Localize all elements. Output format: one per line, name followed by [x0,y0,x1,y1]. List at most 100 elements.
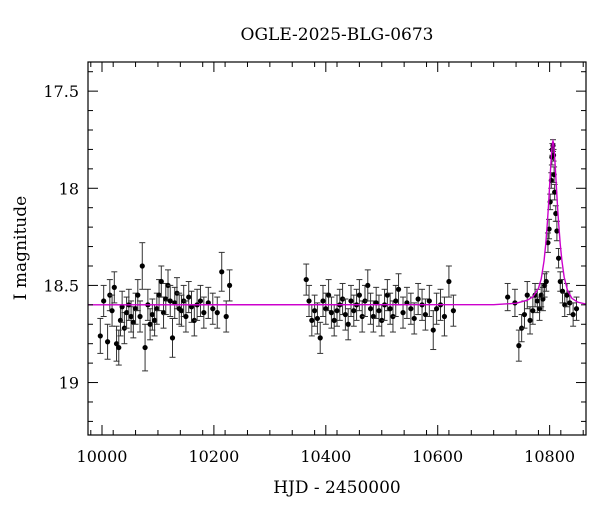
data-marker [400,310,406,316]
data-point-15 [132,292,139,325]
data-marker [109,308,115,314]
data-point-18 [139,242,146,290]
data-point-98 [504,282,511,312]
data-point-87 [411,302,418,335]
data-marker [158,278,164,285]
data-point-100 [515,329,522,362]
data-point-76 [375,294,382,327]
data-marker [546,226,552,232]
data-marker [534,298,540,304]
data-marker [527,317,533,323]
chart-title: OGLE-2025-BLG-0673 [241,25,434,45]
x-tick-label: 10200 [188,447,239,466]
data-point-61 [334,294,340,327]
data-marker [408,306,414,312]
y-axis-label: I magnitude [11,196,31,300]
data-marker [178,308,185,314]
data-marker [426,298,432,304]
y-tick-label: 18.5 [43,276,79,295]
data-marker [434,306,440,312]
data-marker [559,288,566,294]
data-marker [201,310,207,316]
data-marker [334,308,340,314]
data-marker [555,255,562,261]
data-marker [450,308,456,314]
data-marker [312,308,318,314]
data-marker [314,315,321,322]
data-marker [331,317,337,323]
data-marker [376,308,382,314]
y-tick-label: 18 [59,179,79,198]
data-marker [137,313,143,320]
data-point-59 [328,296,335,329]
data-marker [142,344,148,351]
data-marker [521,311,528,318]
data-marker [167,298,173,304]
data-point-105 [529,296,536,325]
data-marker [163,296,169,302]
data-marker [130,319,136,325]
data-point-69 [356,279,363,312]
plot-frame [87,61,587,436]
data-marker [139,263,145,269]
data-point-73 [367,292,374,325]
data-marker [557,278,563,285]
data-point-91 [426,284,433,317]
data-point-44 [205,286,212,319]
data-marker [505,294,511,300]
data-marker [540,296,546,302]
data-marker [317,335,323,341]
data-point-67 [350,294,357,327]
data-marker [536,306,543,312]
data-marker [169,335,176,341]
x-axis-label: HJD - 2450000 [273,478,401,498]
data-marker [183,313,189,320]
data-marker [154,306,160,312]
data-marker [309,317,315,323]
data-marker [562,302,568,308]
data-point-106 [532,282,539,308]
data-marker [422,311,429,318]
data-point-47 [218,251,225,292]
data-marker [393,298,399,304]
data-marker [351,308,357,314]
data-point-79 [384,279,391,312]
data-point-82 [392,284,399,317]
data-point-88 [415,282,422,316]
data-point-28 [162,282,169,316]
data-marker [320,298,326,304]
data-marker [387,306,393,312]
data-marker [111,284,117,290]
data-marker [219,269,225,275]
x-tick-label: 10800 [524,447,575,466]
data-marker [370,313,376,320]
data-point-58 [325,279,332,312]
data-point-72 [364,269,371,302]
data-marker [446,278,452,285]
data-marker [345,321,351,327]
x-tick-label: 10600 [412,447,463,466]
data-marker [116,344,122,351]
data-point-66 [347,284,354,317]
data-marker [156,292,162,298]
data-marker [348,298,354,304]
data-point-17 [137,300,144,333]
data-marker [356,292,362,298]
y-tick-label: 19 [59,374,79,393]
data-marker [516,343,522,349]
data-marker [214,310,220,316]
data-marker [395,286,402,292]
data-point-104 [527,306,534,335]
data-point-102 [521,300,528,329]
data-point-124 [553,220,560,242]
data-point-0 [97,317,104,354]
data-marker [128,313,134,320]
data-marker [415,296,421,302]
data-marker [147,321,153,327]
data-marker [306,298,312,304]
data-marker [570,311,576,318]
data-point-14 [130,306,137,339]
data-marker [554,228,560,234]
data-marker [132,306,139,312]
